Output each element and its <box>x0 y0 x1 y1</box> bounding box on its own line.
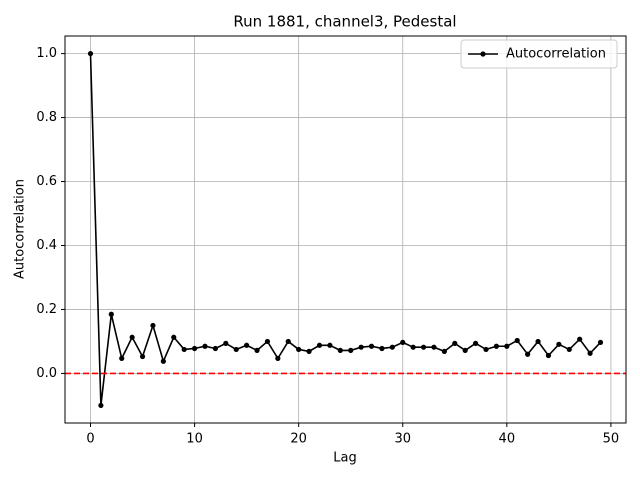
data-point <box>577 336 583 342</box>
x-tick-label: 40 <box>499 432 516 447</box>
chart-title: Run 1881, channel3, Pedestal <box>233 13 456 31</box>
data-point <box>160 358 166 364</box>
data-point <box>535 338 541 345</box>
data-point <box>285 338 291 345</box>
x-tick-label: 0 <box>86 432 94 447</box>
y-tick-label: 0.4 <box>36 238 57 253</box>
data-point <box>98 402 104 409</box>
legend-label: Autocorrelation <box>506 47 606 62</box>
data-point <box>452 340 458 346</box>
plot-frame <box>64 35 627 424</box>
data-point <box>566 346 572 353</box>
data-point <box>223 340 229 346</box>
data-point <box>171 334 177 340</box>
data-point <box>473 340 479 346</box>
y-tick-label: 0.8 <box>36 110 57 125</box>
data-point <box>233 346 239 353</box>
data-point <box>244 342 250 348</box>
data-point <box>556 341 562 347</box>
data-point <box>191 345 198 352</box>
data-point <box>264 338 271 345</box>
data-point <box>327 342 333 348</box>
x-tick-label: 20 <box>290 432 307 447</box>
data-point <box>368 343 375 349</box>
y-tick-label: 1.0 <box>36 46 57 61</box>
x-tick-label: 10 <box>186 432 203 447</box>
data-point <box>316 342 323 348</box>
data-point <box>150 322 156 329</box>
data-point <box>441 348 447 354</box>
data-point <box>139 353 146 360</box>
data-point <box>400 339 406 346</box>
data-point <box>493 343 500 349</box>
data-point <box>212 345 218 352</box>
data-point <box>389 344 395 350</box>
data-point <box>379 345 385 352</box>
data-point <box>254 347 260 353</box>
data-point <box>514 337 520 344</box>
data-point <box>431 344 437 350</box>
data-point <box>420 344 427 350</box>
data-point <box>545 352 552 359</box>
data-point <box>597 339 604 346</box>
y-tick-label: 0.6 <box>36 174 57 189</box>
x-tick-label: 50 <box>603 432 620 447</box>
y-axis-label: Autocorrelation <box>13 179 28 279</box>
data-point <box>108 311 114 317</box>
data-point <box>483 346 489 353</box>
data-point <box>181 346 187 353</box>
x-axis-label: Lag <box>333 451 356 466</box>
data-point <box>337 347 343 353</box>
data-point <box>296 346 302 353</box>
data-point <box>525 351 531 357</box>
data-point <box>275 355 281 361</box>
data-point <box>119 355 125 361</box>
y-tick-label: 0.0 <box>36 366 57 381</box>
data-point <box>587 350 593 356</box>
data-point <box>129 334 135 340</box>
y-tick-label: 0.2 <box>36 302 57 317</box>
data-point <box>87 50 94 57</box>
data-point <box>348 347 354 353</box>
legend-box <box>460 39 618 69</box>
data-point <box>504 343 510 349</box>
data-point <box>410 344 416 350</box>
data-point <box>306 348 312 354</box>
data-point <box>462 347 468 353</box>
legend-marker <box>480 51 486 57</box>
x-tick-label: 30 <box>394 432 411 447</box>
data-point <box>202 343 208 349</box>
data-point <box>358 344 364 350</box>
